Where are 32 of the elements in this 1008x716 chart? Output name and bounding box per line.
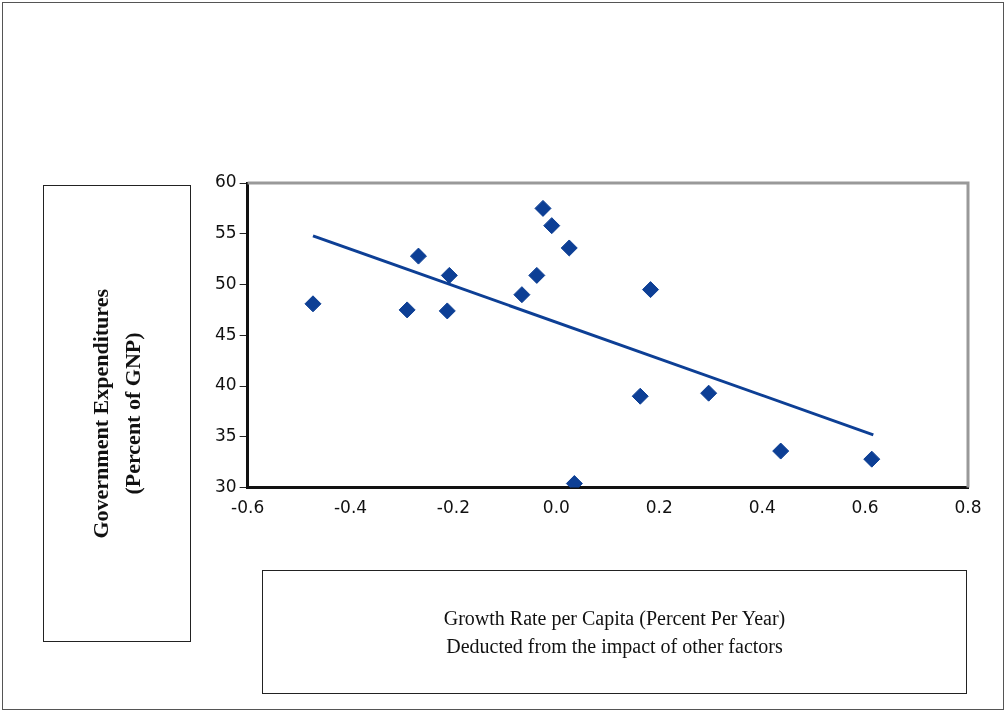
y-tick-label: 50 [214,272,237,293]
point [513,286,531,304]
x-tick-label: 0.6 [851,497,879,518]
point [863,450,881,468]
y-tick-label: 45 [214,323,237,344]
point [700,384,718,402]
x-axis-title: Growth Rate per Capita (Percent Per Year) Deducted from the impact of other factors [443,606,786,660]
y-tick-label: 30 [214,476,237,497]
point [409,247,427,265]
y-axis-title: Government Expenditures (Percent of GNP) [87,288,146,539]
point [398,301,416,319]
point [560,239,578,257]
x-tick-label: 0.2 [645,497,673,518]
x-tick-label: 0.4 [748,497,776,518]
y-tick-label: 60 [214,171,237,192]
point [534,199,552,217]
y-tick-label: 40 [214,374,237,395]
x-tick-label: 0.8 [954,497,982,518]
x-tick-label: -0.6 [231,497,265,518]
point [304,295,322,313]
y-tick-label: 35 [214,425,237,446]
x-tick-label: -0.4 [333,497,368,518]
point [543,217,561,235]
x-tick-label: 0.0 [542,497,570,518]
point [440,266,458,284]
y-tick-label: 55 [214,222,237,243]
x-tick-label: -0.2 [436,497,471,518]
point [631,387,649,405]
point [438,302,456,320]
point [642,281,660,299]
point [528,266,546,284]
point [772,442,790,460]
